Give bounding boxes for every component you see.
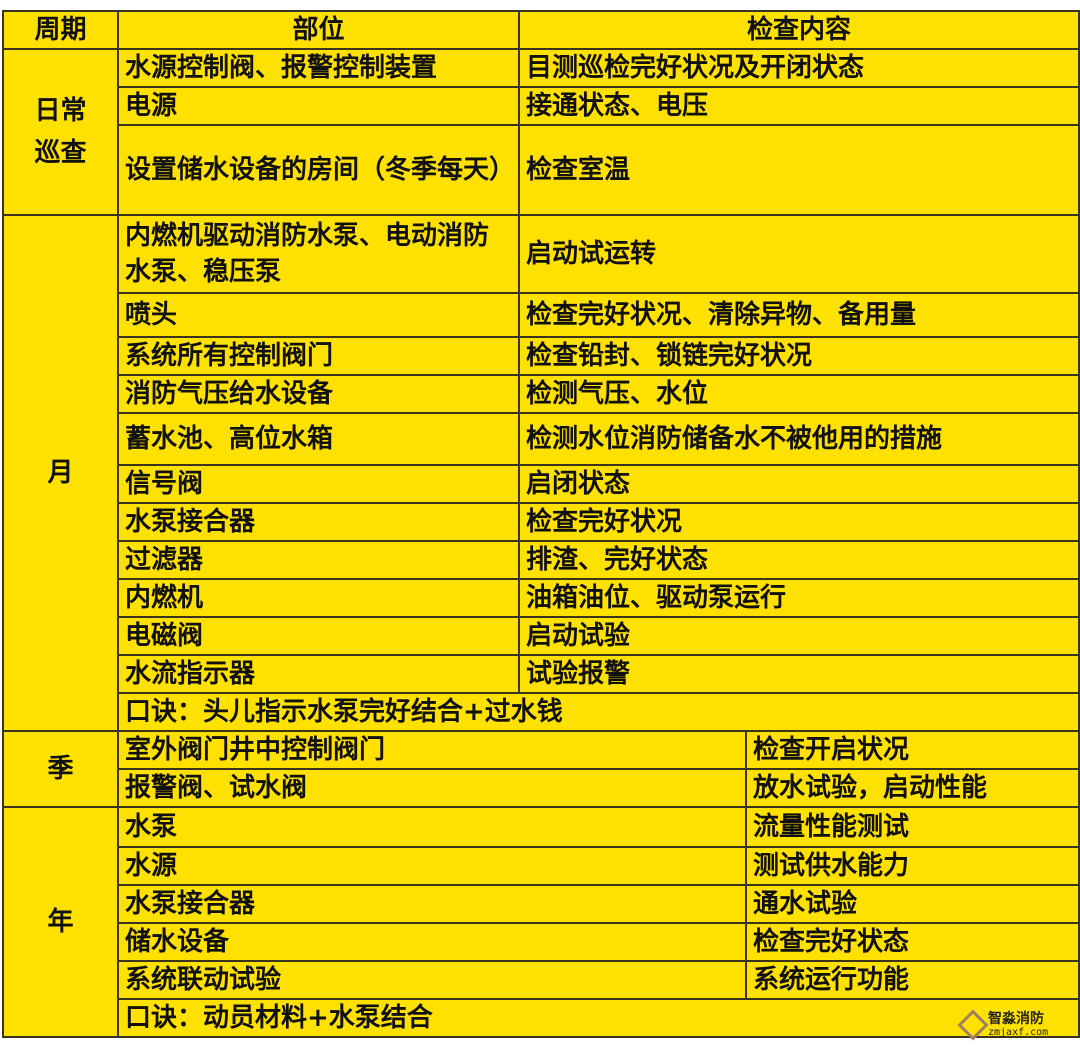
mnemonic-row: 口诀：动员材料+水泵结合 — [3, 998, 1080, 1038]
content-cell: 系统运行功能 — [744, 960, 1080, 1000]
part-cell: 系统所有控制阀门 — [117, 336, 520, 376]
content-cell: 检查完好状况 — [517, 502, 1080, 542]
watermark: 智淼消防 zmjaxf.com — [957, 1009, 1049, 1041]
table-row: 过滤器 排渣、完好状态 — [3, 540, 1080, 580]
part-cell: 电源 — [117, 86, 520, 126]
part-cell: 消防气压给水设备 — [117, 374, 520, 414]
content-cell: 检查开启状况 — [744, 730, 1080, 770]
content-cell: 检测水位消防储备水不被他用的措施 — [517, 412, 1080, 466]
part-cell: 内燃机驱动消防水泵、电动消防水泵、稳压泵 — [117, 214, 520, 294]
content-cell: 启动试验 — [517, 616, 1080, 656]
table-row: 储水设备 检查完好状态 — [3, 922, 1080, 962]
content-cell: 试验报警 — [517, 654, 1080, 694]
table-row: 月内燃机驱动消防水泵、电动消防水泵、稳压泵 启动试运转 — [2, 214, 1080, 732]
table-row: 日常巡查 水源控制阀、报警控制装置 目测巡检完好状况及开闭状态 — [2, 48, 1080, 216]
content-cell: 通水试验 — [744, 884, 1080, 924]
part-cell: 水泵 — [117, 806, 747, 848]
content-cell: 流量性能测试 — [744, 806, 1080, 848]
part-cell: 过滤器 — [117, 540, 520, 580]
part-cell: 喷头 — [117, 292, 520, 338]
content-cell: 放水试验，启动性能 — [744, 768, 1080, 808]
part-cell: 水泵接合器 — [117, 884, 747, 924]
part-cell: 水源控制阀、报警控制装置 — [117, 48, 520, 88]
table-row: 水源 测试供水能力 — [3, 846, 1080, 886]
content-cell: 启闭状态 — [517, 464, 1080, 504]
part-cell: 电磁阀 — [117, 616, 520, 656]
table-row: 系统所有控制阀门 检查铅封、锁链完好状况 — [3, 336, 1080, 376]
part-cell: 信号阀 — [117, 464, 520, 504]
content-cell: 检查完好状况、清除异物、备用量 — [517, 292, 1080, 338]
table-row: 报警阀、试水阀 放水试验，启动性能 — [3, 768, 1080, 808]
part-cell: 系统联动试验 — [117, 960, 747, 1000]
part-cell: 室外阀门井中控制阀门 — [117, 730, 747, 770]
header-part: 部位 — [117, 10, 520, 50]
table-row: 年水泵 流量性能测试 — [2, 806, 1080, 1038]
period-cell: 年 — [2, 806, 119, 1038]
content-cell: 油箱油位、驱动泵运行 — [517, 578, 1080, 618]
part-cell: 设置储水设备的房间（冬季每天） — [117, 124, 520, 216]
content-cell: 启动试运转 — [517, 214, 1080, 294]
table-row: 电源 接通状态、电压 — [3, 86, 1080, 126]
table-row: 系统联动试验 系统运行功能 — [3, 960, 1080, 1000]
part-cell: 报警阀、试水阀 — [117, 768, 747, 808]
mnemonic-cell: 口诀：头儿指示水泵完好结合+过水钱 — [116, 692, 1080, 732]
part-cell: 内燃机 — [117, 578, 520, 618]
period-cell: 日常巡查 — [2, 48, 119, 216]
period-cell: 季 — [2, 730, 119, 808]
content-cell: 排渣、完好状态 — [517, 540, 1080, 580]
part-cell: 水源 — [117, 846, 747, 886]
table-row: 水泵接合器 通水试验 — [3, 884, 1080, 924]
watermark-site: zmjaxf.com — [988, 1027, 1049, 1038]
part-cell: 水泵接合器 — [117, 502, 520, 542]
table-row: 设置储水设备的房间（冬季每天） 检查室温 — [3, 124, 1080, 216]
table-row: 蓄水池、高位水箱 检测水位消防储备水不被他用的措施 — [3, 412, 1080, 466]
table-row: 喷头 检查完好状况、清除异物、备用量 — [3, 292, 1080, 338]
table-row: 水泵接合器 检查完好状况 — [3, 502, 1080, 542]
content-cell: 检查铅封、锁链完好状况 — [517, 336, 1080, 376]
table-row: 信号阀 启闭状态 — [3, 464, 1080, 504]
table-row: 季室外阀门井中控制阀门 检查开启状况 — [2, 730, 1080, 808]
content-cell: 检查完好状态 — [744, 922, 1080, 962]
mnemonic-cell: 口诀：动员材料+水泵结合 — [116, 998, 1080, 1038]
content-cell: 目测巡检完好状况及开闭状态 — [517, 48, 1080, 88]
table-row: 内燃机 油箱油位、驱动泵运行 — [3, 578, 1080, 618]
mnemonic-row: 口诀：头儿指示水泵完好结合+过水钱 — [3, 692, 1080, 732]
part-cell: 蓄水池、高位水箱 — [117, 412, 520, 466]
brand-logo-icon — [957, 1009, 989, 1041]
part-cell: 储水设备 — [117, 922, 747, 962]
content-cell: 检测气压、水位 — [517, 374, 1080, 414]
content-cell: 检查室温 — [517, 124, 1080, 216]
part-cell: 水流指示器 — [117, 654, 520, 694]
inspection-table: 周期 部位 检查内容 日常巡查 水源控制阀、报警控制装置 目测巡检完好状况及开闭状态… — [2, 10, 1080, 1038]
watermark-name: 智淼消防 — [988, 1011, 1044, 1027]
table-row: 水流指示器 试验报警 — [3, 654, 1080, 694]
content-cell: 接通状态、电压 — [517, 86, 1080, 126]
header-content: 检查内容 — [517, 10, 1080, 50]
period-cell: 月 — [2, 214, 119, 732]
header-row: 周期 部位 检查内容 — [2, 10, 1080, 50]
table-row: 电磁阀 启动试验 — [3, 616, 1080, 656]
table-row: 消防气压给水设备 检测气压、水位 — [3, 374, 1080, 414]
header-period: 周期 — [2, 10, 119, 50]
content-cell: 测试供水能力 — [744, 846, 1080, 886]
